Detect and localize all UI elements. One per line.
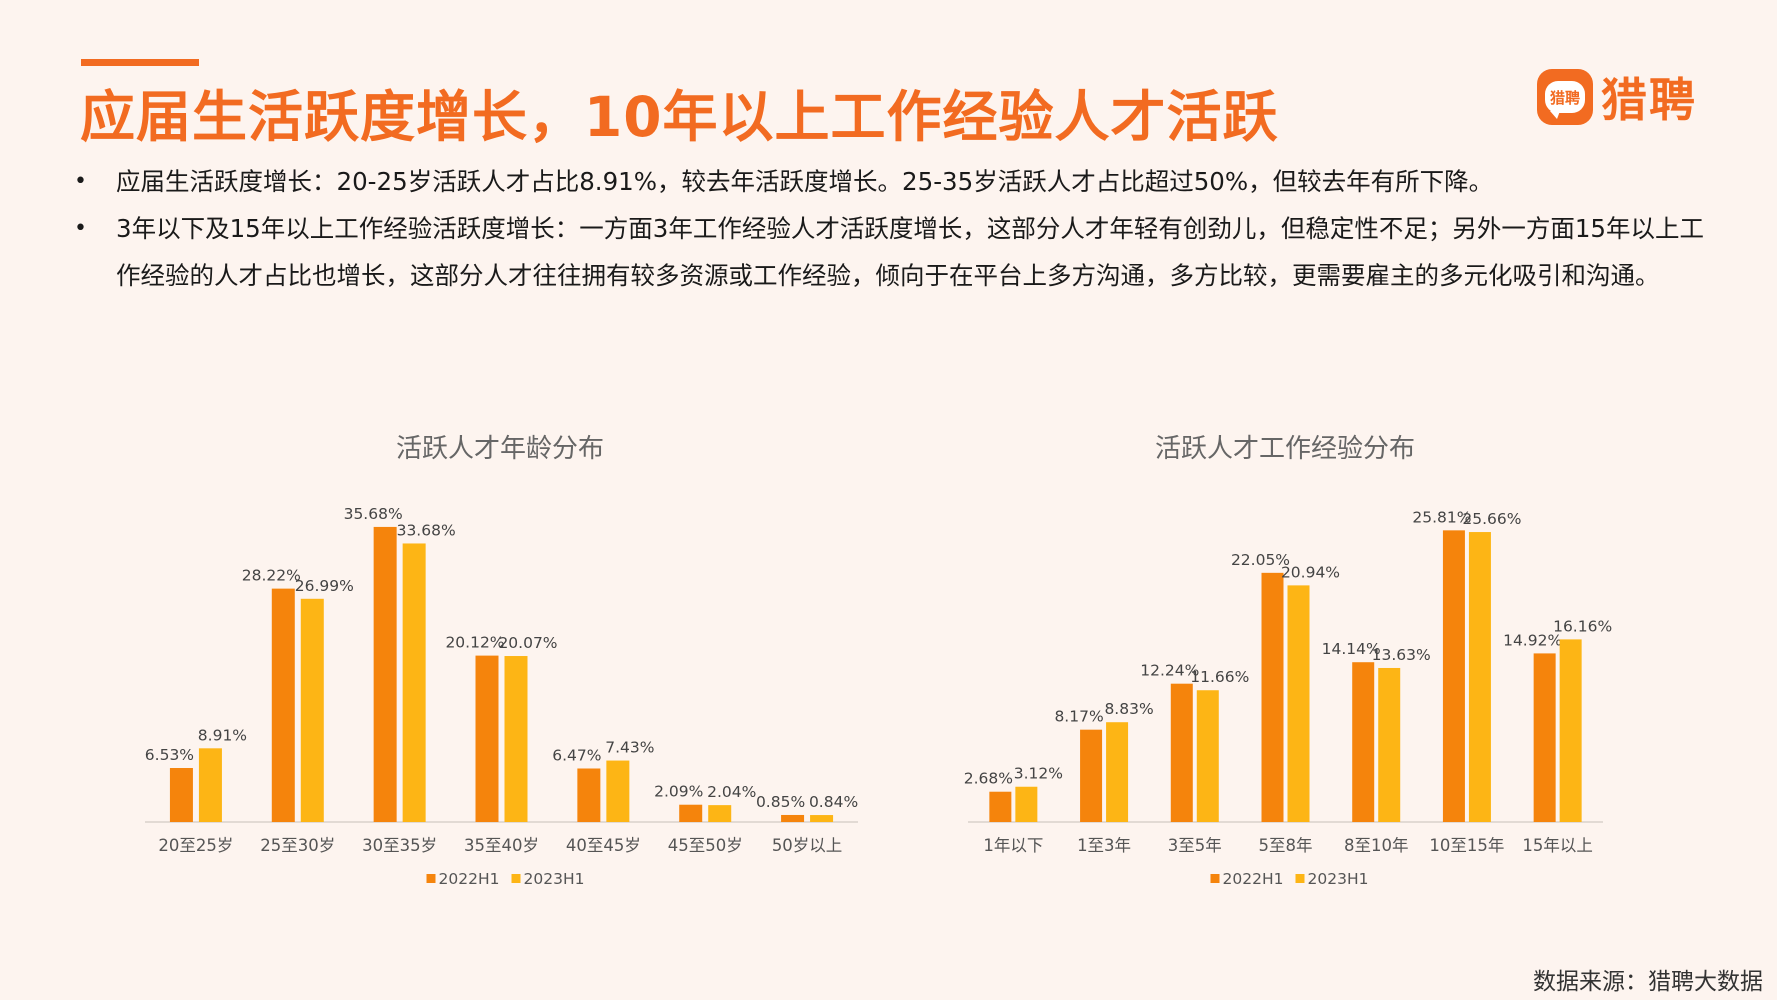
data-label: 2.09% [654, 783, 703, 801]
data-label: 20.94% [1281, 563, 1340, 581]
data-label: 3.12% [1014, 765, 1063, 783]
page-title: 应届生活跃度增长，10年以上工作经验人才活跃 [80, 85, 1279, 149]
x-tick-label: 3至5年 [1168, 836, 1222, 855]
data-label: 11.66% [1190, 668, 1249, 686]
bar [1378, 667, 1401, 822]
legend-swatch [511, 874, 521, 883]
x-tick-label: 1至3年 [1077, 836, 1131, 855]
bar [781, 814, 805, 822]
bar [271, 588, 295, 822]
bullet-experience: 3年以下及15年以上工作经验活跃度增长：一方面3年工作经验人才活跃度增长，这部分… [72, 205, 1722, 299]
logo-bubble: 猎聘 [1545, 81, 1585, 119]
bar [1196, 690, 1219, 822]
x-tick-label: 8至10年 [1344, 836, 1409, 855]
data-label: 25.81% [1412, 508, 1471, 526]
data-label: 20.07% [498, 634, 557, 652]
data-label: 25.66% [1462, 510, 1521, 528]
data-label: 16.16% [1553, 617, 1612, 635]
bar [1015, 786, 1038, 822]
x-tick-label: 45至50岁 [668, 836, 743, 855]
title-accent-bar [81, 59, 199, 66]
bar [1442, 530, 1465, 822]
bullet-age: 应届生活跃度增长：20-25岁活跃人才占比8.91%，较去年活跃度增长。25-3… [72, 158, 1722, 205]
logo-icon: 猎聘 [1537, 69, 1593, 125]
data-label: 7.43% [605, 739, 654, 757]
data-label: 6.53% [145, 746, 194, 764]
bar [1106, 722, 1129, 822]
x-tick-label: 10至15年 [1429, 836, 1504, 855]
x-tick-label: 30至35岁 [362, 836, 437, 855]
bar [1533, 653, 1556, 822]
legend-label: 2023H1 [524, 870, 585, 888]
bar [1559, 639, 1582, 822]
summary-bullets: 应届生活跃度增长：20-25岁活跃人才占比8.91%，较去年活跃度增长。25-3… [72, 158, 1722, 299]
data-label: 0.84% [809, 793, 858, 811]
data-label: 33.68% [397, 521, 456, 539]
bar [679, 804, 703, 822]
bar [475, 655, 499, 822]
data-label: 14.92% [1503, 631, 1562, 649]
data-label: 22.05% [1231, 551, 1290, 569]
data-source-note: 数据来源：猎聘大数据 [1533, 969, 1763, 995]
bar [577, 768, 601, 822]
bar [300, 598, 324, 822]
data-label: 0.85% [756, 793, 805, 811]
x-tick-label: 1年以下 [983, 836, 1043, 855]
bar [169, 767, 193, 822]
age-chart-title: 活跃人才年龄分布 [395, 434, 605, 464]
legend-swatch [1295, 874, 1305, 883]
x-tick-label: 15年以上 [1522, 836, 1593, 855]
x-tick-label: 35至40岁 [464, 836, 539, 855]
legend-label: 2023H1 [1308, 870, 1369, 888]
data-label: 2.04% [707, 783, 756, 801]
x-tick-label: 5至8年 [1259, 836, 1313, 855]
data-label: 13.63% [1372, 646, 1431, 664]
data-label: 8.83% [1104, 700, 1153, 718]
bar [708, 805, 732, 822]
bar [1261, 572, 1284, 822]
bar [198, 748, 222, 822]
legend-swatch [1210, 874, 1220, 883]
bar [1170, 683, 1193, 822]
legend-label: 2022H1 [439, 870, 500, 888]
data-label: 26.99% [295, 577, 354, 595]
bar [989, 791, 1012, 822]
data-label: 12.24% [1140, 662, 1199, 680]
brand-logo: 猎聘 猎聘 [1537, 64, 1697, 130]
legend-swatch [426, 874, 436, 883]
experience-chart-title: 活跃人才工作经验分布 [1154, 434, 1416, 464]
bar [1468, 532, 1491, 822]
bar [1287, 585, 1310, 822]
legend-label: 2022H1 [1223, 870, 1284, 888]
bar [504, 656, 528, 822]
bar [1080, 729, 1103, 822]
data-label: 14.14% [1322, 640, 1381, 658]
data-label: 8.91% [198, 726, 247, 744]
x-tick-label: 25至30岁 [260, 836, 335, 855]
x-tick-label: 50岁以上 [772, 836, 843, 855]
x-tick-label: 40至45岁 [566, 836, 641, 855]
bar [810, 815, 834, 822]
data-label: 8.17% [1054, 708, 1103, 726]
bar [606, 760, 630, 822]
data-label: 2.68% [964, 770, 1013, 788]
data-label: 6.47% [552, 746, 601, 764]
bar [373, 526, 397, 822]
x-tick-label: 20至25岁 [158, 836, 233, 855]
data-label: 35.68% [344, 505, 403, 523]
bar [1352, 662, 1375, 822]
data-label: 28.22% [242, 567, 301, 585]
data-label: 20.12% [445, 634, 504, 652]
bar [402, 543, 426, 822]
logo-text: 猎聘 [1601, 73, 1697, 127]
